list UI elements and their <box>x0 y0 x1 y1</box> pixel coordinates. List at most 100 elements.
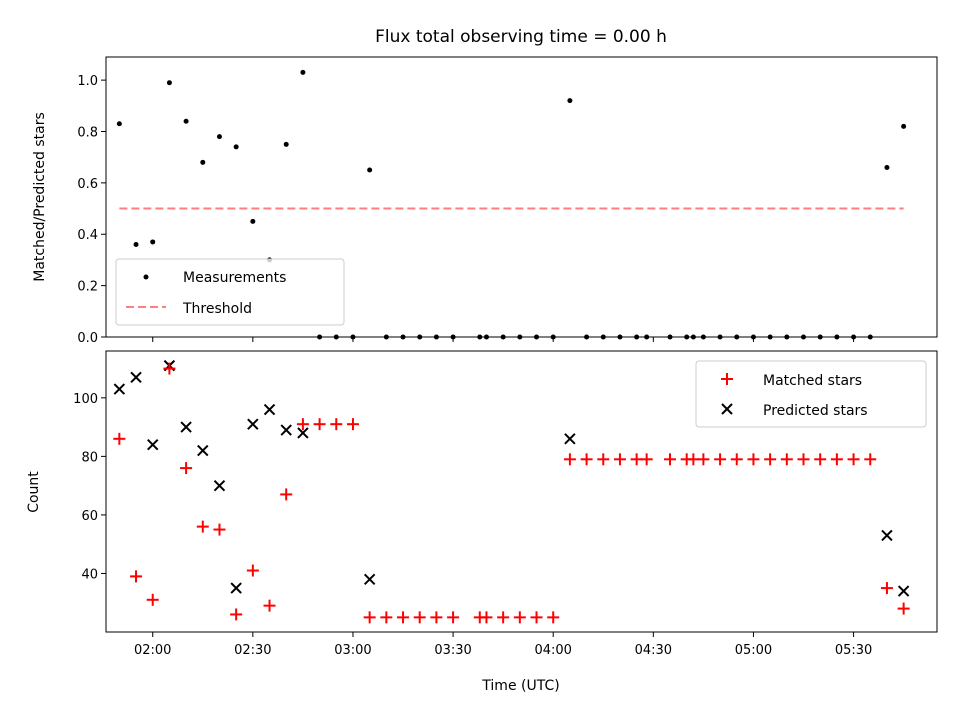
bottom-xtick-label: 04:00 <box>534 643 571 658</box>
bottom-panel-ylabel: Count <box>26 471 42 513</box>
matched-stars-point <box>764 453 777 466</box>
matched-stars-point <box>797 453 810 466</box>
predicted-stars-point <box>130 371 142 384</box>
top-ytick-label: 1.0 <box>77 74 98 89</box>
matched-stars-point <box>630 453 643 466</box>
measurement-point <box>250 218 256 224</box>
bottom-panel-xlabel: Time (UTC) <box>481 678 559 694</box>
predicted-stars-point <box>147 438 159 451</box>
predicted-stars-point <box>247 418 259 430</box>
bottom-xtick-label: 02:00 <box>134 643 171 658</box>
bottom-xtick-label: 05:00 <box>735 643 772 658</box>
top-ytick-label: 0.2 <box>77 280 98 295</box>
matched-stars-point <box>714 453 727 466</box>
measurement-point <box>233 144 239 150</box>
matched-stars-point <box>296 418 309 431</box>
measurement-point <box>116 121 122 127</box>
matched-stars-point <box>180 462 193 475</box>
matched-stars-point <box>246 564 259 577</box>
bottom-ytick-label: 60 <box>81 509 98 524</box>
bottom-panel-y-ticks: 40 60 80 100 <box>73 392 106 582</box>
predicted-stars-point <box>180 421 192 433</box>
legend-matched-label: Matched stars <box>763 373 862 389</box>
measurement-point <box>183 118 189 124</box>
predicted-stars-point <box>263 403 276 416</box>
matched-stars-point <box>697 453 710 466</box>
predicted-stars-point <box>280 424 292 436</box>
matched-stars-point <box>230 608 243 621</box>
measurement-point <box>884 164 890 170</box>
matched-stars-point <box>196 520 209 533</box>
top-panel-frame <box>105 56 938 338</box>
bottom-xtick-label: 03:30 <box>434 643 471 658</box>
predicted-stars-point <box>363 573 376 586</box>
legend-threshold-label: Threshold <box>182 301 252 317</box>
matched-stars-point <box>346 418 359 431</box>
measurement-point <box>166 80 172 86</box>
matched-stars-point <box>547 611 560 624</box>
measurement-point <box>367 167 373 173</box>
matched-stars-point <box>880 582 893 595</box>
matched-stars-point <box>447 611 460 624</box>
matched-stars-point <box>847 453 860 466</box>
bottom-panel: Time (UTC) Count 40 60 80 100 02:00 02:30 03:… <box>26 350 938 694</box>
matched-stars-point <box>814 453 827 466</box>
legend-matched-marker <box>721 373 733 385</box>
legend-measurements-marker <box>143 274 149 280</box>
top-panel-title: Flux total observing time = 0.00 h <box>375 27 667 47</box>
legend-measurements-label: Measurements <box>183 270 286 286</box>
matched-stars-point <box>830 453 843 466</box>
matched-stars-point <box>397 611 410 624</box>
measurement-point <box>283 141 289 147</box>
bottom-xtick-label: 02:30 <box>234 643 271 658</box>
measurement-point <box>200 159 206 165</box>
bottom-ytick-label: 40 <box>81 567 98 582</box>
predicted-stars-point <box>897 585 910 597</box>
predicted-stars-point <box>213 479 226 492</box>
matched-stars-point <box>497 611 510 624</box>
predicted-stars-point <box>113 383 126 395</box>
matched-stars-point <box>513 611 526 624</box>
matched-stars-point <box>380 611 393 624</box>
bottom-xtick-label: 03:00 <box>334 643 371 658</box>
measurement-point <box>901 123 907 129</box>
predicted-stars-point <box>197 444 209 457</box>
measurement-point <box>150 239 156 245</box>
measurement-point <box>133 242 139 248</box>
bottom-legend-box <box>695 360 927 428</box>
legend-predicted-label: Predicted stars <box>763 403 868 419</box>
matched-stars-point <box>597 453 610 466</box>
bottom-ytick-label: 100 <box>73 392 98 407</box>
top-ytick-label: 0.0 <box>77 331 98 346</box>
matched-stars-point <box>213 523 226 536</box>
legend-predicted-marker <box>721 403 733 415</box>
bottom-xtick-label: 04:30 <box>635 643 672 658</box>
matched-stars-point <box>280 488 293 501</box>
matched-stars-point <box>730 453 743 466</box>
bottom-panel-x-ticks: 02:00 02:30 03:00 03:30 04:00 04:30 05:00 05:30 <box>134 632 872 658</box>
top-ytick-label: 0.4 <box>77 228 98 243</box>
top-legend-box <box>115 258 345 326</box>
matched-stars-point <box>530 611 543 624</box>
matched-stars-point <box>613 453 626 466</box>
matched-stars-point <box>664 453 677 466</box>
matched-stars-point <box>747 453 760 466</box>
bottom-xtick-label: 05:30 <box>835 643 872 658</box>
top-ytick-label: 0.8 <box>77 125 98 140</box>
top-panel: Flux total observing time = 0.00 h Match… <box>32 27 938 346</box>
matched-stars-point <box>163 362 176 375</box>
matched-stars-point <box>313 418 326 431</box>
bottom-ytick-label: 80 <box>81 450 98 465</box>
bottom-panel-legend: Matched stars Predicted stars <box>695 360 927 428</box>
matched-stars-point <box>413 611 426 624</box>
matched-stars-point <box>146 593 159 606</box>
matched-stars-point <box>563 453 576 466</box>
predicted-stars-point <box>564 433 576 445</box>
matched-stars-point <box>480 611 493 624</box>
matched-stars-point <box>640 453 653 466</box>
matched-stars-point <box>580 453 593 466</box>
matched-stars-point <box>780 453 793 466</box>
top-panel-legend: Measurements Threshold <box>115 258 345 326</box>
matched-stars-point <box>263 599 276 612</box>
